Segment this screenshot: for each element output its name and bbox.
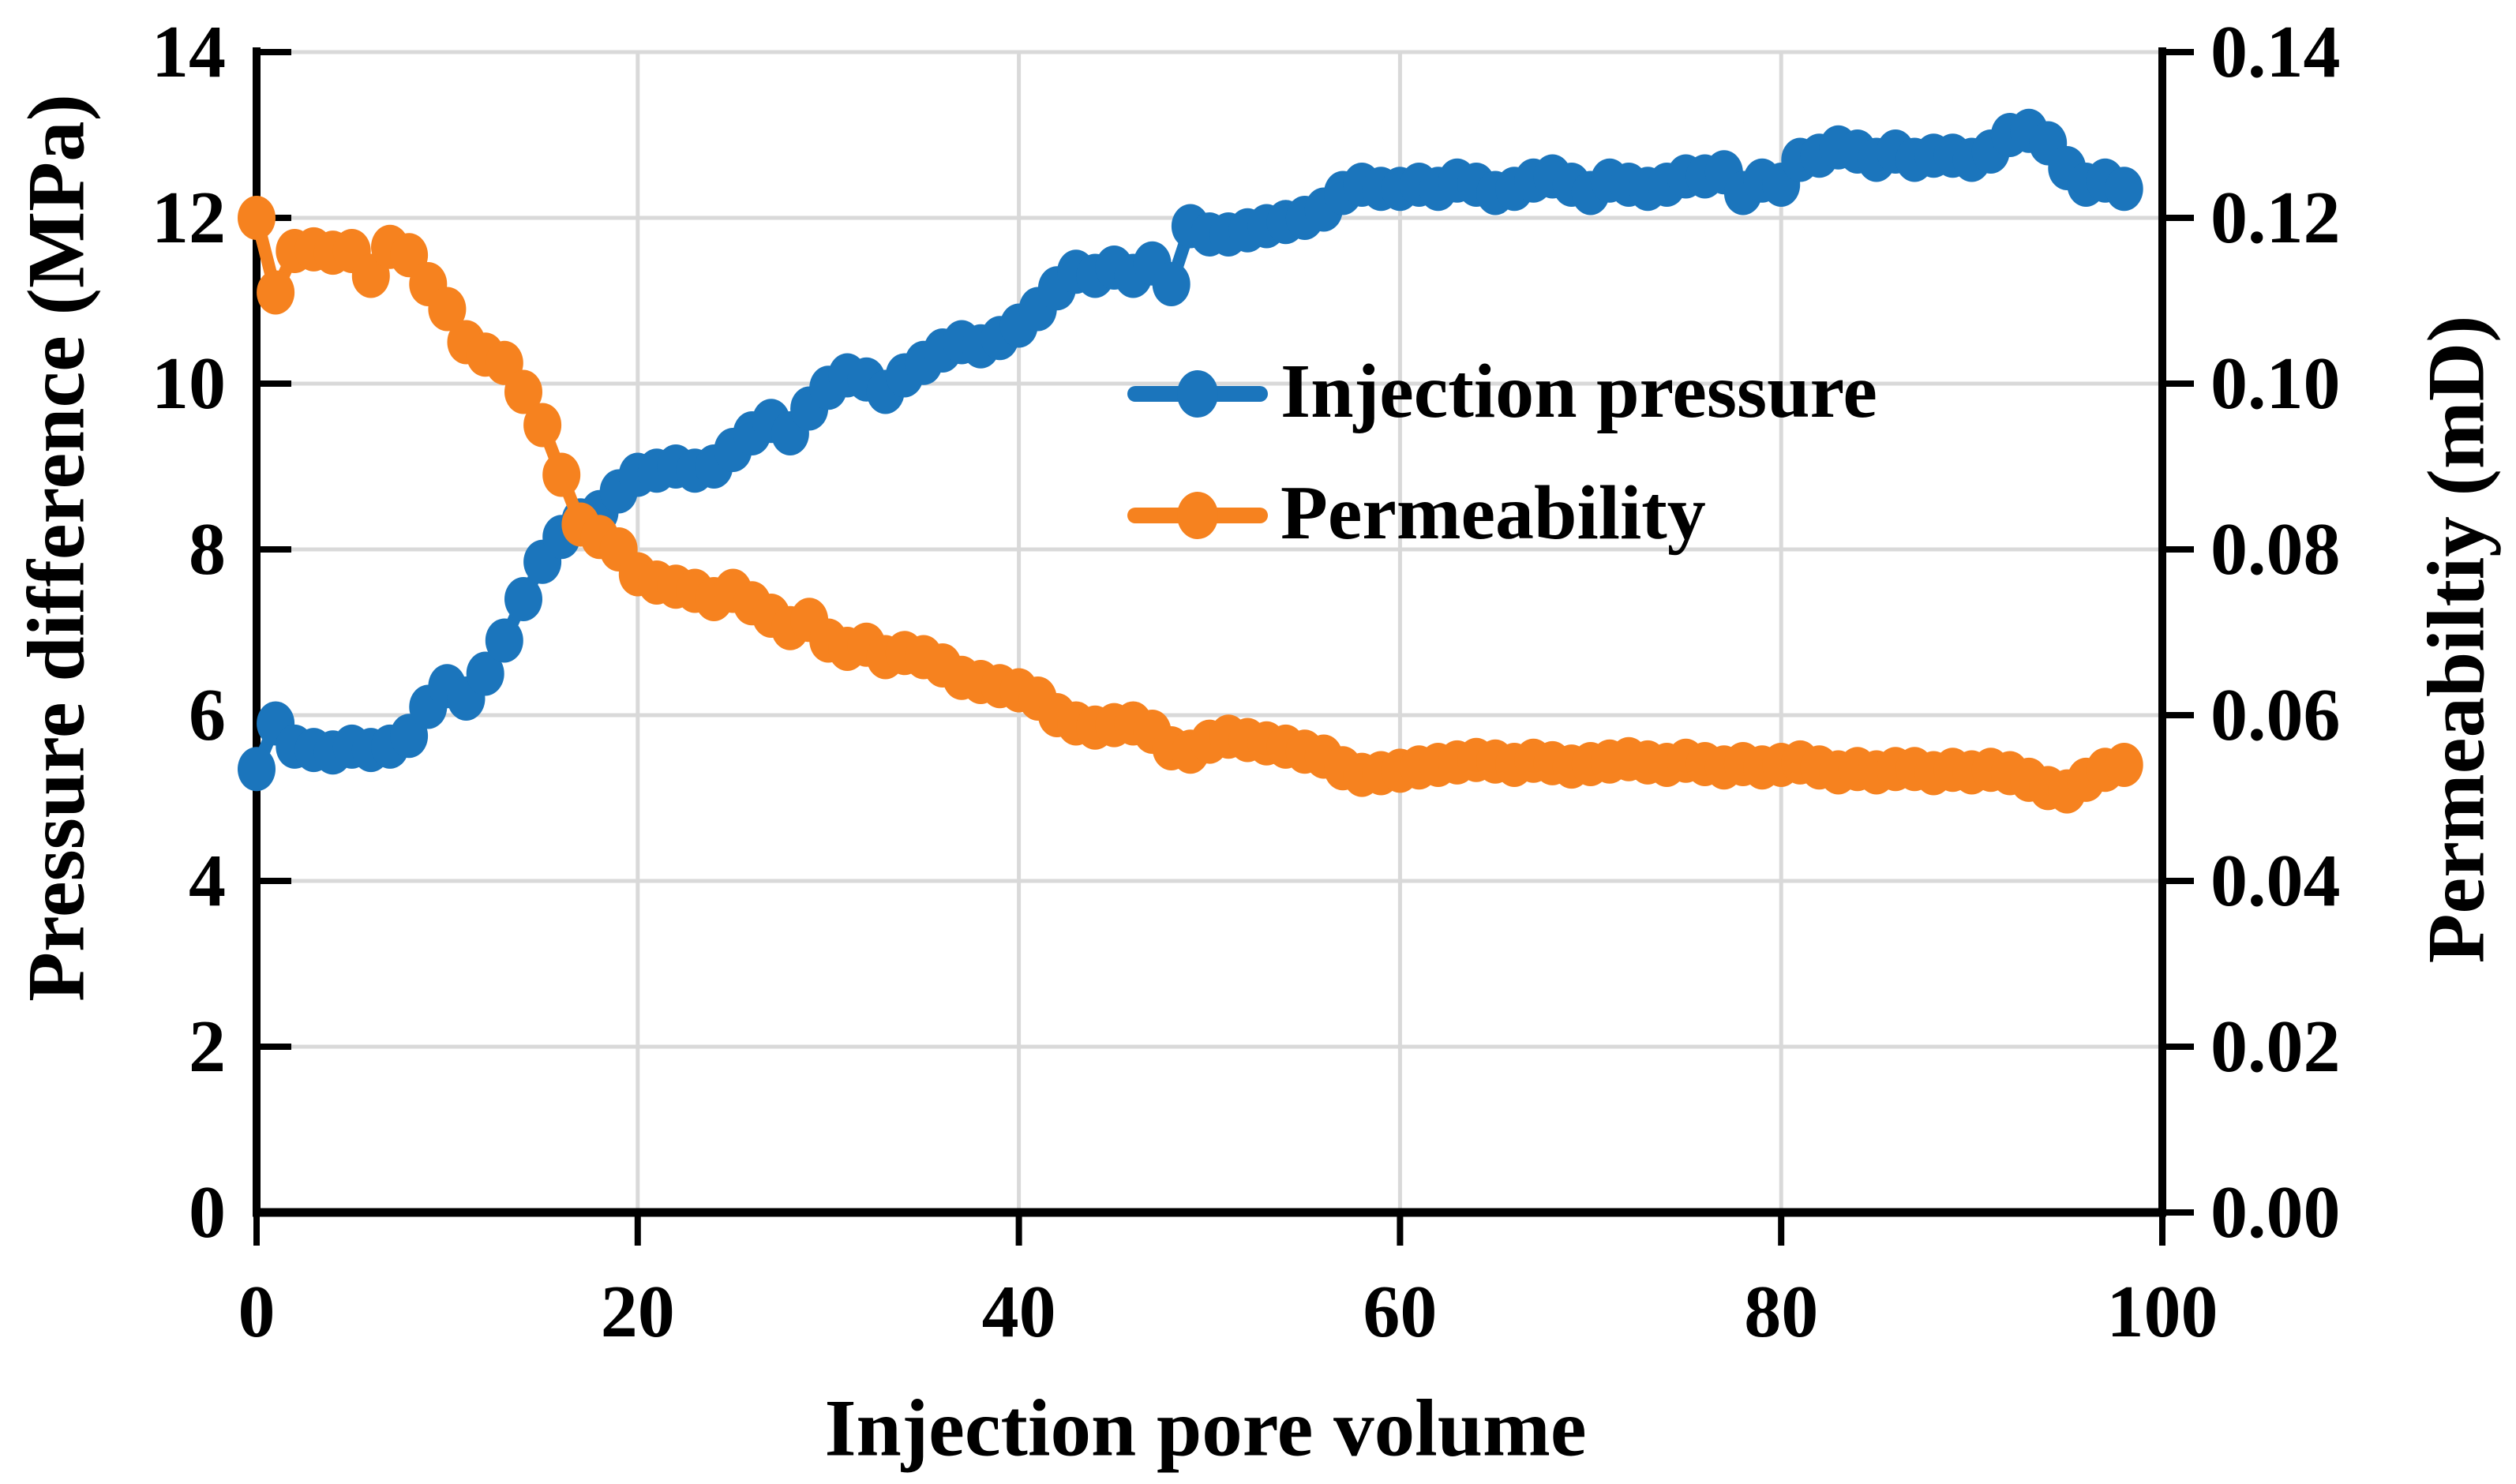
y-right-tick-label: 0.00: [2210, 1171, 2341, 1254]
x-tick-label: 0: [238, 1271, 276, 1353]
legend-marker-icon: [1177, 370, 1218, 418]
y-right-tick-label: 0.08: [2210, 508, 2341, 590]
data-point-marker: [466, 651, 504, 696]
permeability-markers: [238, 196, 2143, 814]
data-point-marker: [238, 196, 276, 240]
y-left-tick-label: 2: [189, 1006, 226, 1088]
data-point-marker: [2105, 743, 2143, 787]
y-right-tick-label: 0.04: [2210, 840, 2341, 922]
x-tick-label: 100: [2106, 1271, 2218, 1353]
legend-label-injection-pressure: Injection pressure: [1280, 349, 1877, 435]
y-right-tick-label: 0.12: [2210, 177, 2341, 259]
legend-label-permeability: Permeability: [1280, 470, 1706, 556]
y-left-tick-label: 10: [152, 343, 226, 425]
legend-swatch-permeability: [1127, 492, 1268, 539]
injection-pressure-markers: [238, 108, 2143, 792]
y-left-tick-label: 12: [152, 177, 226, 259]
y-right-tick-label: 0.10: [2210, 343, 2341, 425]
data-point-marker: [504, 577, 542, 621]
y-left-tick-label: 14: [152, 11, 226, 93]
y-right-axis-title: Permeabiltiy (mD): [2411, 315, 2502, 964]
data-point-marker: [2105, 167, 2143, 212]
data-point-marker: [1152, 262, 1191, 306]
data-point-marker: [238, 747, 276, 792]
y-left-tick-label: 4: [189, 840, 226, 922]
data-point-marker: [504, 369, 542, 414]
y-left-tick-label: 6: [189, 674, 226, 756]
x-tick-label: 20: [600, 1271, 675, 1353]
legend-swatch-injection-pressure: [1127, 370, 1268, 418]
x-tick-label: 80: [1744, 1271, 1819, 1353]
legend-marker-icon: [1177, 492, 1218, 539]
y-left-tick-label: 8: [189, 508, 226, 590]
y-right-tick-label: 0.14: [2210, 11, 2341, 93]
data-point-marker: [523, 403, 562, 448]
y-left-tick-label: 0: [189, 1171, 226, 1254]
y-right-tick-label: 0.02: [2210, 1006, 2341, 1088]
x-tick-label: 60: [1363, 1271, 1438, 1353]
data-point-marker: [542, 452, 581, 497]
x-axis-title: Injection pore volume: [824, 1383, 1587, 1474]
x-tick-label: 40: [981, 1271, 1056, 1353]
data-point-marker: [485, 618, 523, 663]
data-point-marker: [257, 270, 295, 315]
y-left-axis-title: Pressure difference (MPa): [11, 94, 102, 1002]
data-point-marker: [428, 287, 467, 332]
y-right-tick-label: 0.06: [2210, 674, 2341, 756]
